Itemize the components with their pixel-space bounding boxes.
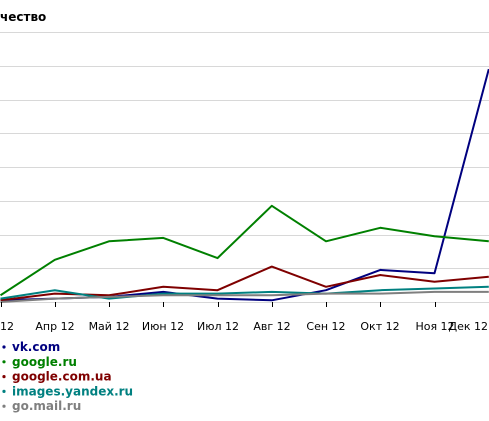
series-line-images-yandex-ru <box>0 285 489 300</box>
series-line-vk-com <box>0 68 489 302</box>
x-axis-ticks: 12 Апр 12 Май 12 Июн 12 Июл 12 Авг 12 Сен 12 Ок… <box>0 302 489 333</box>
y-axis-label: чество <box>0 10 46 24</box>
x-tick-label: Апр 12 <box>35 320 74 333</box>
legend-item: go.mail.ru <box>12 399 81 413</box>
legend-marker <box>2 375 6 379</box>
legend-marker <box>2 360 6 364</box>
legend-marker <box>2 389 6 393</box>
series-line-go-mail-ru <box>0 290 489 303</box>
x-tick-label: Окт 12 <box>360 320 399 333</box>
x-tick-label: Ноя 12 <box>415 320 454 333</box>
x-tick-label: Май 12 <box>89 320 130 333</box>
x-tick-label: Сен 12 <box>306 320 345 333</box>
grid <box>0 32 489 303</box>
legend-item: vk.com <box>12 340 60 354</box>
legend-item: images.yandex.ru <box>12 384 133 398</box>
legend-marker <box>2 404 6 408</box>
legend-item: google.com.ua <box>12 370 112 384</box>
legend-marker <box>2 345 6 349</box>
legend-item: google.ru <box>12 355 77 369</box>
series-line-google-ru <box>0 204 489 297</box>
x-tick-label: Июл 12 <box>197 320 239 333</box>
x-tick-label: Авг 12 <box>253 320 290 333</box>
x-tick-label: Дек 12 <box>449 320 489 333</box>
x-tick-label: Июн 12 <box>142 320 184 333</box>
legend: vk.comgoogle.rugoogle.com.uaimages.yande… <box>2 340 133 413</box>
x-tick-label: 12 <box>0 320 14 333</box>
series-lines <box>0 68 489 303</box>
